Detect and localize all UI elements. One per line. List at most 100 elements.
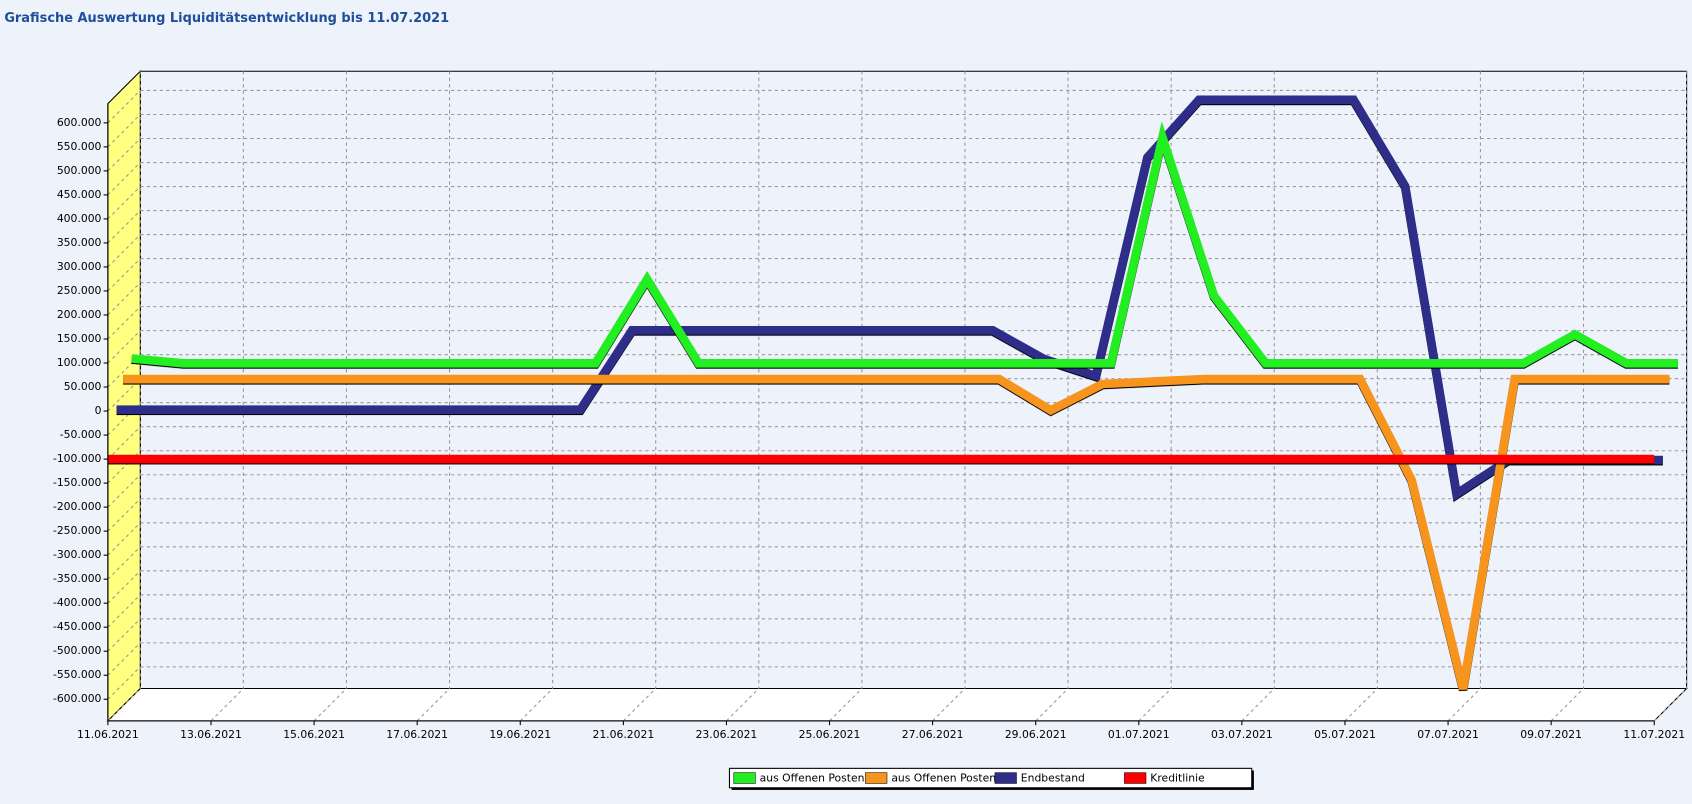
x-tick-label: 23.06.2021 <box>696 728 758 741</box>
y-tick-label: 500.000 <box>57 164 102 177</box>
side-grid-line <box>107 114 141 148</box>
y-tick-label: 550.000 <box>57 140 102 153</box>
floor-grid-line <box>519 688 554 722</box>
floor-grid-line <box>1550 688 1584 722</box>
x-tick-label: 03.07.2021 <box>1211 728 1273 741</box>
floor-grid-line <box>622 688 657 722</box>
side-grid-line <box>107 186 141 220</box>
x-tick-label: 29.06.2021 <box>1005 728 1067 741</box>
legend-swatch <box>994 772 1017 784</box>
floor-grid-line <box>829 688 863 722</box>
y-tick-label: -400.000 <box>53 596 102 609</box>
side-grid-line <box>107 162 141 196</box>
x-tick-label: 17.06.2021 <box>386 728 448 741</box>
x-tick-label: 07.07.2021 <box>1417 728 1479 741</box>
side-grid-line <box>107 618 141 652</box>
y-tick-label: -350.000 <box>53 572 102 585</box>
floor-grid-line <box>416 688 450 722</box>
y-tick-label: -50.000 <box>60 428 102 441</box>
y-tick-label: 50.000 <box>64 380 102 393</box>
side-grid-line <box>107 594 141 628</box>
floor-grid-line <box>313 688 347 722</box>
y-tick-label: -600.000 <box>53 692 102 705</box>
floor-grid-line <box>210 688 244 722</box>
side-grid-line <box>107 210 141 244</box>
chart-title: Grafische Auswertung Liquiditätsentwickl… <box>4 11 449 26</box>
floor-grid-line <box>932 688 966 722</box>
x-tick-label: 13.06.2021 <box>180 728 242 741</box>
y-tick-label: -150.000 <box>53 476 102 489</box>
floor-grid-line <box>107 688 141 722</box>
side-grid-line <box>107 282 141 316</box>
x-tick-label: 09.07.2021 <box>1520 728 1582 741</box>
side-grid-line <box>107 498 141 532</box>
side-grid-line <box>107 474 141 508</box>
floor-grid-line <box>1344 688 1378 722</box>
floor-grid-line <box>1138 688 1172 722</box>
floor-grid-line <box>726 688 760 722</box>
side-grid-line <box>107 378 141 412</box>
series <box>107 95 1678 690</box>
side-grid-line <box>107 90 141 124</box>
side-grid-line <box>107 402 141 436</box>
legend-swatch <box>733 772 756 784</box>
legend-swatch <box>865 772 888 784</box>
y-tick-label: -200.000 <box>53 500 102 513</box>
side-grid-line <box>107 522 141 556</box>
axes: -600.000 -550.000 -500.000 -450.000 -400.000… <box>53 103 1685 741</box>
y-tick-label: 300.000 <box>57 260 102 273</box>
y-tick-label: -250.000 <box>53 524 102 537</box>
legend-box <box>728 767 1253 789</box>
x-tick-label: 15.06.2021 <box>283 728 345 741</box>
x-tick-label: 01.07.2021 <box>1108 728 1170 741</box>
series-line <box>131 121 1678 368</box>
side-grid-line <box>107 306 141 340</box>
y-tick-label: -550.000 <box>53 668 102 681</box>
legend-label: aus Offenen Posten <box>891 772 996 785</box>
side-grid-line <box>107 546 141 580</box>
side-grid-line <box>107 354 141 388</box>
side-grid-line <box>107 666 141 700</box>
x-tick-label: 19.06.2021 <box>489 728 551 741</box>
series-line <box>116 95 1663 501</box>
floor-grid-line <box>1035 688 1069 722</box>
y-tick-label: 400.000 <box>57 212 102 225</box>
legend-swatch <box>1124 772 1147 784</box>
y-tick-label: 150.000 <box>57 332 102 345</box>
y-tick-label: -450.000 <box>53 620 102 633</box>
side-grid-line <box>107 450 141 484</box>
x-tick-label: 21.06.2021 <box>592 728 654 741</box>
y-tick-label: -100.000 <box>53 452 102 465</box>
y-tick-label: 100.000 <box>57 356 102 369</box>
side-grid-line <box>107 570 141 604</box>
floor-grid-line <box>1447 688 1481 722</box>
side-grid-line <box>107 258 141 292</box>
y-tick-label: 0 <box>95 404 102 417</box>
series-line <box>123 374 1670 690</box>
x-tick-label: 25.06.2021 <box>799 728 861 741</box>
floor-grid-line <box>1653 688 1687 722</box>
side-grid-line <box>107 138 141 172</box>
x-tick-label: 27.06.2021 <box>902 728 964 741</box>
floor-grid-line <box>1241 688 1275 722</box>
side-grid-line <box>107 426 141 460</box>
y-tick-label: 600.000 <box>57 116 102 129</box>
side-grid-line <box>107 234 141 268</box>
y-tick-label: -500.000 <box>53 644 102 657</box>
y-tick-label: 250.000 <box>57 284 102 297</box>
y-tick-label: 350.000 <box>57 236 102 249</box>
x-tick-label: 05.07.2021 <box>1314 728 1376 741</box>
y-tick-label: -300.000 <box>53 548 102 561</box>
side-grid-line <box>107 330 141 364</box>
legend-label: aus Offenen Posten <box>760 772 865 785</box>
floor <box>106 687 1688 722</box>
side-grid-line <box>107 642 141 676</box>
y-tick-label: 200.000 <box>57 308 102 321</box>
legend-label: Endbestand <box>1021 772 1085 785</box>
x-tick-label: 11.06.2021 <box>77 728 139 741</box>
legend-label: Kreditlinie <box>1150 772 1205 785</box>
y-tick-label: 450.000 <box>57 188 102 201</box>
legend: aus Offenen Posten aus Offenen Posten Endb… <box>728 767 1254 790</box>
